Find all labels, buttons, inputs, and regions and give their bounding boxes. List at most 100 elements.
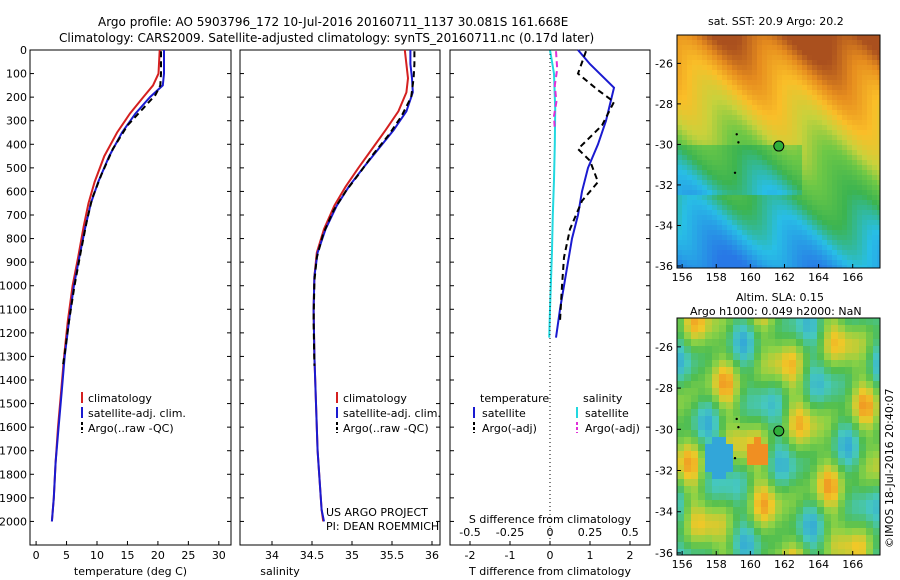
- header-line2: Climatology: CARS2009. Satellite-adjuste…: [59, 31, 595, 45]
- legend-label-temperature: satellite-adj. clim.: [88, 407, 186, 420]
- sst-map-lat-label: -32: [655, 179, 673, 192]
- series-line-argo-raw-qc-: [312, 51, 416, 366]
- depth-tick-label: 400: [6, 138, 27, 151]
- sst-map-lat-label: -28: [655, 98, 673, 111]
- series-line-s-argo-adj-: [552, 51, 559, 131]
- x-tick-label-difference: -1: [505, 549, 516, 562]
- sst-map-lat-label: -34: [655, 219, 673, 232]
- sst-map-lon-label: 162: [774, 271, 795, 284]
- legend-group-label: temperature: [480, 392, 549, 405]
- depth-tick-label: 1600: [0, 421, 27, 434]
- depth-tick-label: 900: [6, 256, 27, 269]
- float-position-marker: [773, 140, 785, 152]
- sla-map-lon-label: 156: [672, 558, 693, 571]
- x-tick-label-salinity: 35: [345, 549, 359, 562]
- sst-map-frame: [676, 34, 881, 269]
- x-tick-label-temperature: 30: [212, 549, 226, 562]
- x-axis-label-salinity: salinity: [260, 565, 300, 578]
- pi-annotation: PI: DEAN ROEMMICH: [326, 520, 439, 533]
- sst-map-lat-label: -30: [655, 138, 673, 151]
- sla-map-lon-label: 166: [842, 558, 863, 571]
- x-axis-label-difference: T difference from climatology: [468, 565, 631, 578]
- x-tick-label-temperature: 0: [33, 549, 40, 562]
- x-tick-label-salinity: 34: [265, 549, 279, 562]
- header-line1: Argo profile: AO 5903796_172 10-Jul-2016…: [98, 15, 569, 29]
- sla-map-field: [677, 318, 880, 555]
- series-line-climatology: [50, 49, 161, 522]
- project-annotation: US ARGO PROJECT: [326, 506, 428, 519]
- x-tick-label-temperature: 25: [181, 549, 195, 562]
- float-track-point: [735, 133, 738, 136]
- x-tick-label-temperature: 15: [120, 549, 134, 562]
- salinity-diff-axis-label: S difference from climatology: [469, 513, 632, 526]
- x-tick-label-difference: 0: [547, 549, 554, 562]
- sla-map-lon-label: 158: [706, 558, 727, 571]
- salinity-diff-tick-label: -0.25: [496, 526, 524, 539]
- depth-tick-label: 1100: [0, 303, 27, 316]
- depth-tick-label: 1700: [0, 445, 27, 458]
- sst-map-title: sat. SST: 20.9 Argo: 20.2: [708, 15, 844, 28]
- depth-tick-label: 1000: [0, 280, 27, 293]
- legend-group-label: salinity: [583, 392, 623, 405]
- sla-map-lon-label: 160: [740, 558, 761, 571]
- float-track-point: [735, 417, 738, 421]
- x-tick-label-difference: 2: [627, 549, 634, 562]
- depth-tick-label: 500: [6, 162, 27, 175]
- series-line-climatology: [312, 49, 410, 522]
- depth-tick-label: 300: [6, 115, 27, 128]
- sst-map-lon-label: 164: [808, 271, 829, 284]
- series-line-argo-raw-qc-: [61, 51, 162, 367]
- legend-label-salinity: satellite-adj. clim.: [343, 407, 441, 420]
- depth-tick-label: 200: [6, 91, 27, 104]
- depth-tick-label: 100: [6, 68, 27, 81]
- x-tick-label-salinity: 34.5: [300, 549, 325, 562]
- sla-map-lat-label: -28: [655, 382, 673, 395]
- depth-tick-label: 1800: [0, 468, 27, 481]
- salinity-diff-tick-label: -0.5: [459, 526, 480, 539]
- float-position-marker: [773, 425, 785, 437]
- depth-tick-label: 0: [20, 44, 27, 57]
- legend-label-difference: Argo(-adj): [585, 422, 640, 435]
- depth-tick-label: 1400: [0, 374, 27, 387]
- x-axis-label-temperature: temperature (deg C): [74, 565, 187, 578]
- legend-label-difference: Argo(-adj): [482, 422, 537, 435]
- float-track-point: [733, 171, 737, 174]
- legend-label-salinity: Argo(..raw -QC): [343, 422, 429, 435]
- float-track-point: [733, 456, 737, 460]
- depth-tick-label: 600: [6, 185, 27, 198]
- legend-label-temperature: Argo(..raw -QC): [88, 422, 174, 435]
- salinity-diff-tick-label: 0: [547, 526, 554, 539]
- sla-map-frame: [676, 317, 881, 556]
- series-line-satellite-adj-clim-: [50, 50, 165, 522]
- x-tick-label-temperature: 10: [90, 549, 104, 562]
- salinity-diff-tick-label: 0.25: [578, 526, 603, 539]
- float-track-point: [737, 426, 740, 429]
- x-tick-label-salinity: 35.5: [380, 549, 405, 562]
- salinity-diff-tick-label: 0.5: [621, 526, 639, 539]
- x-tick-label-difference: 1: [587, 549, 594, 562]
- sla-map-lat-label: -30: [655, 423, 673, 436]
- depth-tick-label: 700: [6, 209, 27, 222]
- sla-map-lat-label: -26: [655, 341, 673, 354]
- sla-map-title-2: Argo h1000: 0.049 h2000: NaN: [690, 305, 862, 318]
- series-line-t-argo-adj-: [559, 50, 616, 322]
- sla-map-lat-label: -34: [655, 506, 673, 519]
- legend-label-temperature: climatology: [88, 392, 152, 405]
- sst-map-field: [677, 35, 880, 268]
- x-tick-label-temperature: 5: [63, 549, 70, 562]
- depth-tick-label: 1500: [0, 398, 27, 411]
- sst-map-lat-label: -26: [655, 57, 673, 70]
- sla-map-lon-label: 162: [774, 558, 795, 571]
- sst-map-lon-label: 160: [740, 271, 761, 284]
- depth-tick-label: 1900: [0, 492, 27, 505]
- sla-map-lat-label: -36: [655, 547, 673, 560]
- plot-frame-temperature: [29, 49, 232, 546]
- sst-map-lon-label: 166: [842, 271, 863, 284]
- x-tick-label-temperature: 20: [151, 549, 165, 562]
- sla-map-title-1: Altim. SLA: 0.15: [736, 291, 825, 304]
- x-tick-label-difference: -2: [465, 549, 476, 562]
- sst-map-lat-label: -36: [655, 260, 673, 273]
- depth-tick-label: 800: [6, 233, 27, 246]
- depth-tick-label: 2000: [0, 515, 27, 528]
